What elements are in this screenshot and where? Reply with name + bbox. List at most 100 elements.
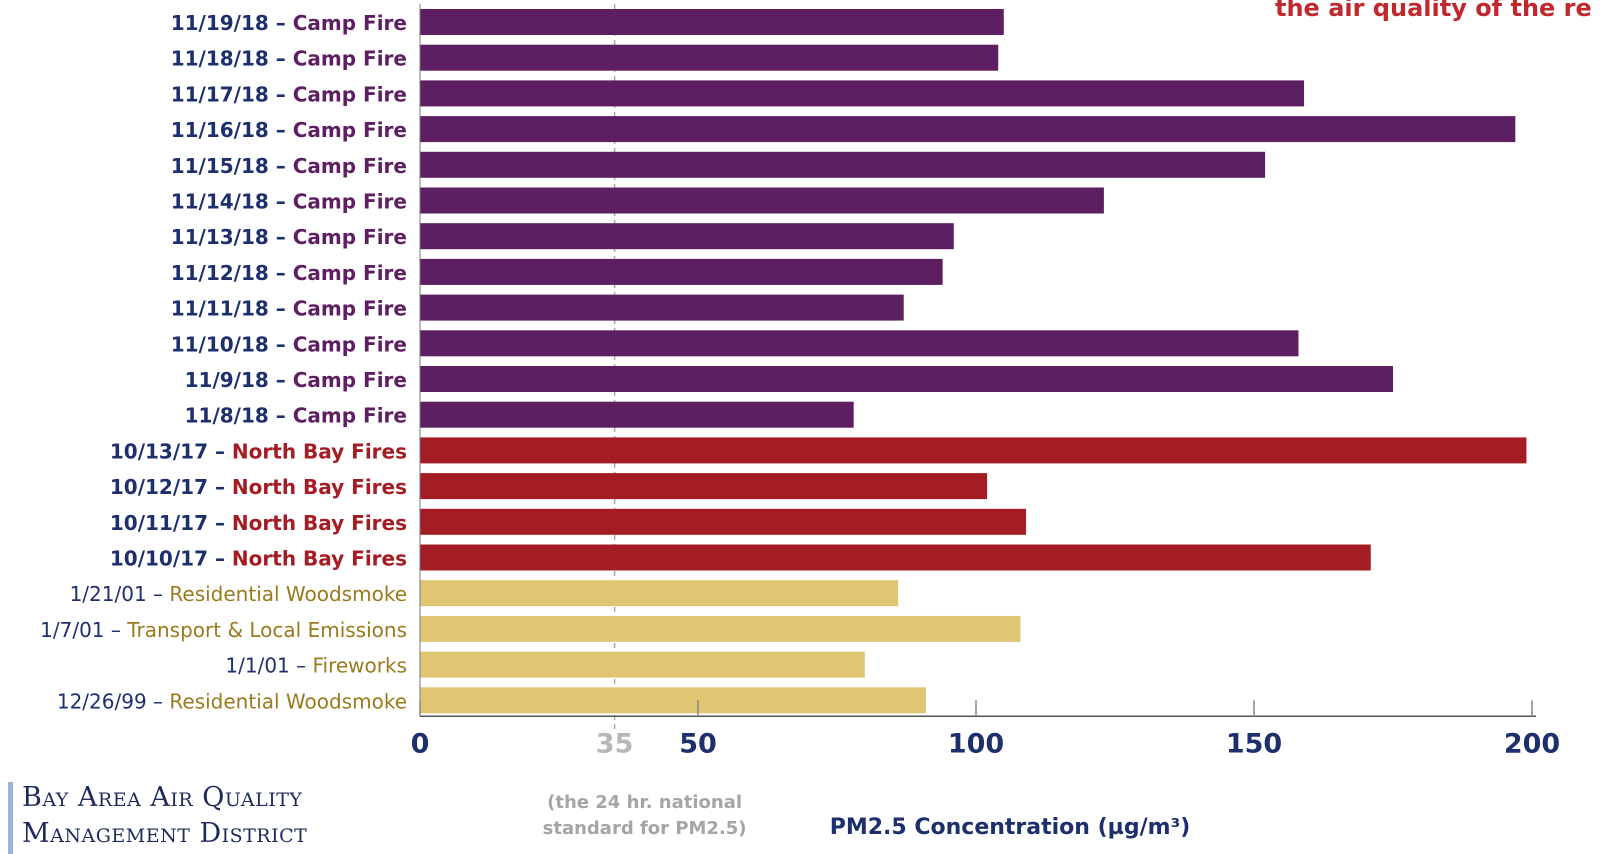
row-event: Residential Woodsmoke [169, 582, 407, 606]
row-label: 10/11/17 – North Bay Fires [110, 511, 407, 535]
row-separator: – [105, 618, 128, 642]
bar-1-1-01 [420, 651, 865, 678]
row-date: 12/26/99 [57, 689, 147, 713]
row-separator: – [269, 47, 293, 71]
row-label: 11/9/18 – Camp Fire [185, 368, 407, 392]
row-date: 11/10/18 [171, 332, 269, 356]
row-separator: – [208, 439, 232, 463]
row-separator: – [147, 582, 170, 606]
x-axis-title: PM2.5 Concentration (µg/m³) [830, 815, 1191, 840]
row-date: 11/11/18 [171, 297, 269, 321]
bar-11-11-18 [420, 294, 904, 321]
x-tick-label-0: 0 [411, 728, 430, 759]
row-date: 1/7/01 [40, 618, 104, 642]
bar-11-13-18 [420, 223, 954, 250]
row-separator: – [269, 297, 293, 321]
bar-10-11-17 [420, 508, 1027, 535]
logo-accent-bar [8, 782, 13, 854]
row-event: Camp Fire [293, 225, 407, 249]
bar-11-8-18 [420, 401, 854, 428]
x-tick-label-100: 100 [948, 728, 1004, 759]
row-date: 1/21/01 [70, 582, 147, 606]
row-label: 12/26/99 – Residential Woodsmoke [57, 689, 407, 713]
row-label: 10/12/17 – North Bay Fires [110, 475, 407, 499]
row-event: North Bay Fires [232, 439, 407, 463]
x-tick-label-50: 50 [679, 728, 717, 759]
row-separator: – [269, 154, 293, 178]
row-event: Camp Fire [293, 297, 407, 321]
row-label: 1/7/01 – Transport & Local Emissions [40, 618, 407, 642]
row-date: 11/19/18 [171, 11, 269, 35]
x-tick-label-200: 200 [1504, 728, 1560, 759]
x-tick-label-150: 150 [1226, 728, 1282, 759]
bar-11-18-18 [420, 44, 999, 71]
row-event: Residential Woodsmoke [169, 689, 407, 713]
row-label: 11/13/18 – Camp Fire [171, 225, 407, 249]
bar-11-10-18 [420, 330, 1299, 357]
bar-10-12-17 [420, 473, 988, 500]
row-separator: – [269, 190, 293, 214]
bar-12-26-99 [420, 687, 926, 714]
row-event: Camp Fire [293, 332, 407, 356]
row-separator: – [269, 261, 293, 285]
row-event: Camp Fire [293, 118, 407, 142]
row-event: Camp Fire [293, 368, 407, 392]
row-event: Camp Fire [293, 11, 407, 35]
row-label: 11/11/18 – Camp Fire [171, 297, 407, 321]
row-separator: – [269, 404, 293, 428]
row-date: 1/1/01 [225, 654, 289, 678]
row-event: North Bay Fires [232, 475, 407, 499]
row-label: 1/21/01 – Residential Woodsmoke [70, 582, 407, 606]
row-label: 11/19/18 – Camp Fire [171, 11, 407, 35]
row-separator: – [290, 654, 313, 678]
row-date: 11/8/18 [185, 404, 269, 428]
bars-layer [420, 9, 1527, 714]
reference-note-line-2: standard for PM2.5) [543, 818, 747, 839]
axis-layer: 0 50 100 150 200 35 (the 24 hr. national standa… [411, 4, 1560, 840]
row-date: 10/11/17 [110, 511, 208, 535]
row-label: 11/12/18 – Camp Fire [171, 261, 407, 285]
row-label: 11/16/18 – Camp Fire [171, 118, 407, 142]
bar-11-17-18 [420, 80, 1305, 107]
row-label: 10/10/17 – North Bay Fires [110, 547, 407, 571]
baaqmd-logo: Bay Area Air Quality Management District [4, 776, 344, 854]
labels-layer: 11/19/18 – Camp Fire 11/18/18 – Camp Fire… [40, 11, 407, 713]
row-date: 11/17/18 [171, 82, 269, 106]
row-date: 11/14/18 [171, 190, 269, 214]
bar-11-9-18 [420, 366, 1393, 392]
row-separator: – [208, 547, 232, 571]
row-separator: – [208, 475, 232, 499]
row-label: 11/18/18 – Camp Fire [171, 47, 407, 71]
row-separator: – [269, 82, 293, 106]
row-date: 11/13/18 [171, 225, 269, 249]
row-event: Camp Fire [293, 82, 407, 106]
row-date: 10/10/17 [110, 547, 208, 571]
row-separator: – [269, 11, 293, 35]
chart-subtitle-fragment: the air quality of the re [1275, 0, 1592, 22]
row-separator: – [269, 332, 293, 356]
bar-11-19-18 [420, 9, 1004, 35]
logo-line-2: Management District [22, 818, 308, 849]
bar-1-7-01 [420, 615, 1021, 642]
row-date: 10/12/17 [110, 475, 208, 499]
row-label: 1/1/01 – Fireworks [225, 654, 407, 678]
row-date: 11/12/18 [171, 261, 269, 285]
row-event: Camp Fire [293, 261, 407, 285]
row-event: Camp Fire [293, 404, 407, 428]
bar-11-14-18 [420, 187, 1104, 214]
row-label: 11/10/18 – Camp Fire [171, 332, 407, 356]
row-event: Transport & Local Emissions [126, 618, 407, 642]
bar-11-16-18 [420, 116, 1516, 143]
row-event: North Bay Fires [232, 547, 407, 571]
row-separator: – [269, 118, 293, 142]
row-separator: – [208, 511, 232, 535]
row-event: Fireworks [312, 654, 407, 678]
row-date: 11/9/18 [185, 368, 269, 392]
row-date: 11/15/18 [171, 154, 269, 178]
row-separator: – [147, 689, 170, 713]
row-date: 11/16/18 [171, 118, 269, 142]
row-date: 10/13/17 [110, 439, 208, 463]
bar-10-13-17 [420, 437, 1527, 464]
row-label: 11/8/18 – Camp Fire [185, 404, 407, 428]
